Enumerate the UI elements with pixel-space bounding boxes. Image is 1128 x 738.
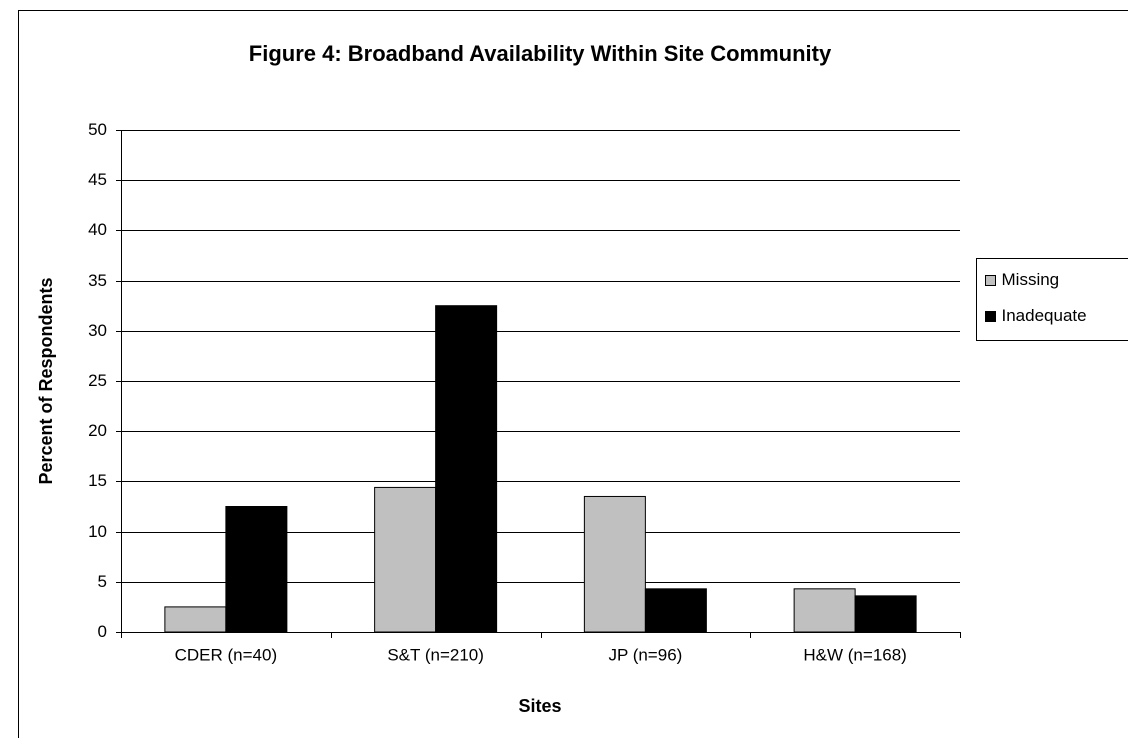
y-axis-title: Percent of Respondents bbox=[36, 277, 56, 484]
y-tick-label: 30 bbox=[88, 321, 107, 340]
legend-box bbox=[976, 258, 1128, 341]
x-tick-label: CDER (n=40) bbox=[175, 645, 278, 664]
y-tick-label: 10 bbox=[88, 522, 107, 541]
y-tick-label: 35 bbox=[88, 271, 107, 290]
y-tick-label: 25 bbox=[88, 371, 107, 390]
y-tick-label: 40 bbox=[88, 220, 107, 239]
y-tick-label: 50 bbox=[88, 120, 107, 139]
bar bbox=[644, 588, 707, 633]
x-tick-label: JP (n=96) bbox=[608, 645, 682, 664]
y-tick-label: 5 bbox=[98, 572, 107, 591]
x-tick-label: H&W (n=168) bbox=[803, 645, 906, 664]
y-tick-label: 45 bbox=[88, 170, 107, 189]
y-tick-label: 0 bbox=[98, 622, 107, 641]
legend-swatch bbox=[985, 275, 996, 286]
bar bbox=[435, 305, 498, 633]
bar bbox=[225, 506, 288, 633]
y-tick-label: 20 bbox=[88, 421, 107, 440]
bar bbox=[164, 606, 227, 633]
bar bbox=[854, 595, 917, 633]
bar bbox=[583, 495, 646, 633]
legend-label: Inadequate bbox=[1002, 306, 1087, 325]
x-tick-label: S&T (n=210) bbox=[387, 645, 484, 664]
bar bbox=[793, 588, 856, 633]
chart-title: Figure 4: Broadband Availability Within … bbox=[249, 41, 832, 66]
bar bbox=[374, 486, 437, 633]
x-axis-title: Sites bbox=[518, 696, 561, 716]
legend-swatch bbox=[985, 311, 996, 322]
legend-label: Missing bbox=[1002, 270, 1060, 289]
y-tick-label: 15 bbox=[88, 471, 107, 490]
